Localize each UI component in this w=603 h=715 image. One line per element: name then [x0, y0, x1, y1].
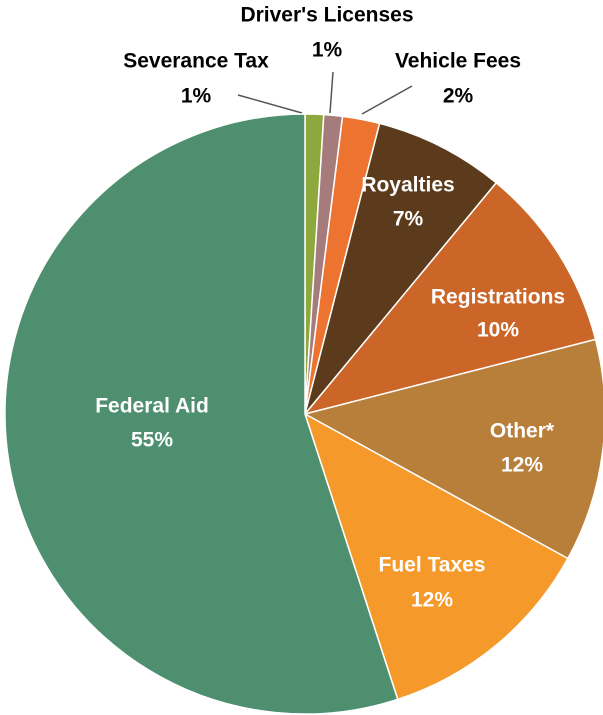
value-label: 12% [501, 454, 543, 477]
value-label: 7% [393, 208, 424, 231]
value-label: 10% [477, 319, 519, 342]
leader-line [329, 71, 334, 114]
slice-label: Fuel Taxes [379, 554, 486, 577]
leader-line [361, 85, 413, 115]
slice-label: Other* [490, 420, 555, 443]
slice-label: Driver's Licenses [240, 4, 413, 27]
slice-label: Vehicle Fees [395, 50, 521, 73]
slice-label: Registrations [431, 286, 565, 309]
pie-slice [302, 181, 597, 416]
slice-label: Royalties [361, 174, 454, 197]
value-label: 55% [131, 429, 173, 452]
value-label: 12% [411, 589, 453, 612]
value-label: 1% [312, 39, 343, 62]
leader-line [237, 94, 303, 114]
slice-label: Severance Tax [123, 50, 269, 73]
slice-label: Federal Aid [95, 395, 209, 418]
pie-slice [303, 412, 569, 701]
value-label: 1% [181, 85, 212, 108]
value-label: 2% [443, 85, 474, 108]
pie-slice [4, 113, 399, 715]
pie-slice [304, 122, 498, 415]
